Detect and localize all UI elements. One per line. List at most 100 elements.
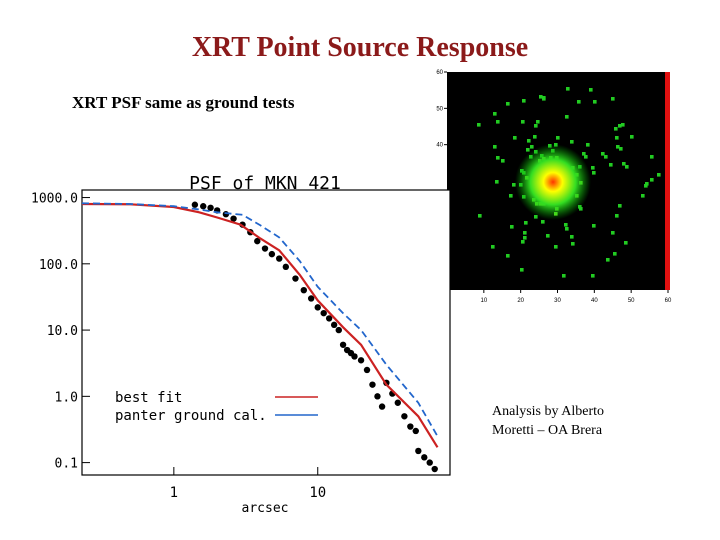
image-x-tick-label: 20 — [517, 298, 524, 304]
image-pixel — [619, 147, 623, 151]
data-point — [300, 286, 308, 294]
image-pixel — [501, 159, 505, 163]
image-pixel — [570, 235, 574, 239]
image-pixel — [592, 171, 596, 175]
image-pixel — [618, 204, 622, 208]
data-point — [357, 357, 365, 364]
image-pixel — [615, 214, 619, 218]
image-pixel — [614, 127, 618, 131]
y-tick-label: 1000.0 — [31, 192, 78, 207]
image-pixel — [564, 223, 568, 227]
image-pixel — [510, 225, 514, 229]
image-pixel — [616, 145, 620, 149]
image-pixel — [565, 227, 569, 231]
data-point — [268, 250, 276, 258]
y-tick-label: 100.0 — [39, 258, 78, 273]
image-x-tick-label: 30 — [554, 298, 561, 304]
image-source — [515, 144, 591, 220]
chart-title: PSF of MKN 421 — [189, 173, 341, 194]
image-edge — [665, 72, 670, 290]
psf-image — [447, 72, 670, 290]
data-point — [415, 447, 422, 455]
image-pixel — [493, 112, 497, 116]
image-pixel — [477, 123, 481, 127]
image-pixel — [604, 155, 608, 159]
y-tick-label: 10.0 — [47, 324, 78, 339]
series-line — [81, 202, 439, 448]
data-point — [339, 341, 347, 348]
data-point — [314, 304, 321, 311]
image-pixel — [493, 145, 497, 149]
image-pixel — [591, 274, 595, 278]
image-pixel — [539, 95, 543, 99]
image-pixel — [506, 102, 510, 106]
series-line — [81, 202, 439, 437]
image-pixel — [592, 224, 596, 228]
image-x-tick-label: 60 — [665, 298, 672, 304]
image-pixel — [521, 120, 525, 124]
y-tick-label: 1.0 — [55, 390, 78, 405]
image-pixel — [522, 99, 526, 103]
image-pixel — [630, 135, 634, 139]
image-pixel — [577, 100, 581, 104]
data-point — [426, 459, 433, 466]
image-pixel — [542, 96, 546, 100]
data-point — [276, 255, 283, 262]
image-pixel — [523, 231, 527, 235]
data-point — [351, 353, 358, 360]
annotation: Moretti – OA Brera — [492, 423, 603, 438]
image-x-tick-label: 10 — [480, 298, 487, 304]
image-pixel — [509, 194, 513, 198]
image-pixel — [584, 155, 588, 159]
data-point — [421, 454, 428, 461]
image-pixel — [644, 184, 648, 188]
image-pixel — [521, 240, 525, 244]
image-pixel — [586, 143, 590, 147]
data-point — [407, 423, 414, 430]
data-point — [191, 201, 199, 208]
image-pixel — [613, 252, 617, 256]
image-pixel — [579, 207, 583, 211]
data-point — [401, 413, 408, 420]
data-point — [335, 326, 342, 334]
image-pixel — [641, 194, 645, 198]
legend-label: panter ground cal. — [115, 408, 267, 424]
image-pixel — [534, 215, 538, 219]
image-pixel — [512, 183, 516, 187]
data-point — [369, 381, 376, 388]
image-pixel — [554, 245, 558, 249]
image-x-tick-label: 50 — [628, 298, 635, 304]
image-pixel — [496, 156, 500, 160]
data-point — [378, 403, 386, 410]
image-pixel — [534, 124, 538, 128]
image-pixel — [591, 166, 595, 170]
data-point — [254, 237, 261, 245]
image-pixel — [536, 120, 540, 124]
image-pixel — [527, 139, 531, 143]
image-pixel — [657, 173, 661, 177]
x-axis-label: arcsec — [242, 501, 289, 516]
image-y-tick-label: 50 — [436, 106, 443, 112]
data-point — [374, 393, 381, 400]
image-pixel — [562, 274, 566, 278]
image-y-tick-label: 60 — [436, 70, 443, 76]
data-point — [412, 427, 419, 435]
image-pixel — [624, 241, 628, 245]
image-pixel — [478, 214, 482, 218]
x-tick-label: 10 — [309, 485, 326, 501]
data-point — [200, 203, 207, 210]
image-pixel — [565, 115, 569, 119]
image-pixel — [593, 100, 597, 104]
image-pixel — [606, 258, 610, 262]
image-pixel — [650, 178, 654, 182]
data-point — [363, 366, 371, 374]
image-pixel — [524, 221, 528, 225]
plot-area — [81, 189, 451, 476]
image-pixel — [496, 120, 500, 124]
image-pixel — [589, 88, 593, 92]
y-tick-label: 0.1 — [55, 457, 78, 472]
legend-label: best fit — [115, 390, 182, 406]
image-pixel — [523, 236, 527, 240]
data-point — [207, 204, 214, 212]
